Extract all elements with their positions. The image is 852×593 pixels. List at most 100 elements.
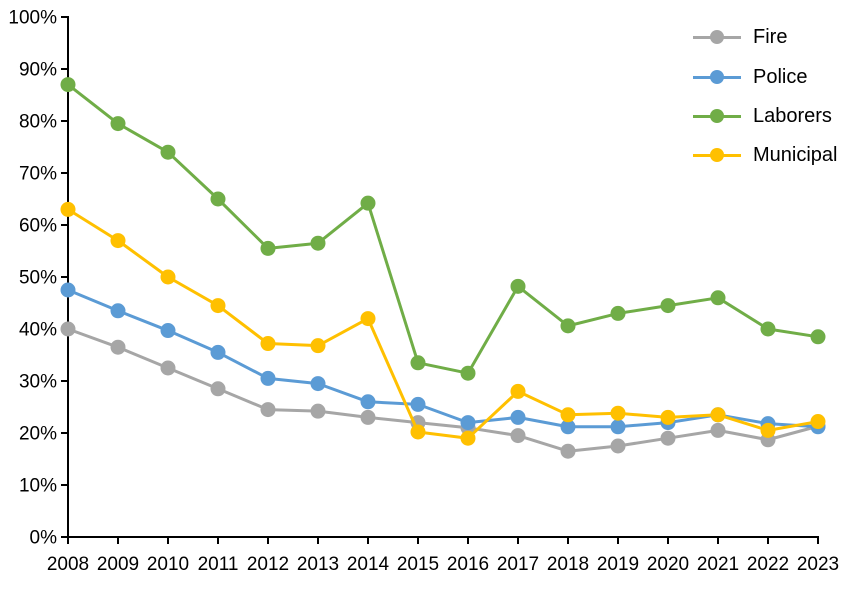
data-point-laborers-2012: [260, 240, 276, 256]
legend-marker-municipal-icon: [693, 143, 741, 167]
data-point-police-2011: [210, 344, 226, 360]
data-point-laborers-2013: [310, 235, 326, 251]
x-tick-label: 2016: [447, 554, 489, 575]
data-point-municipal-2010: [160, 269, 176, 285]
data-point-laborers-2010: [160, 144, 176, 160]
series-line-laborers: [66, 83, 820, 375]
x-tick-label: 2018: [547, 554, 589, 575]
data-point-municipal-2012: [260, 336, 276, 352]
x-tick-label: 2009: [97, 554, 139, 575]
data-point-laborers-2021: [710, 290, 726, 306]
legend-marker-fire-icon: [693, 25, 741, 49]
legend-marker-laborers-icon: [693, 104, 741, 128]
data-point-municipal-2023: [810, 414, 826, 430]
data-point-municipal-2022: [760, 422, 776, 438]
data-point-municipal-2008: [60, 201, 76, 217]
data-point-police-2014: [360, 394, 376, 410]
data-point-municipal-2013: [310, 338, 326, 354]
series-line-police: [66, 288, 820, 429]
data-point-municipal-2011: [210, 298, 226, 314]
data-point-police-2010: [160, 323, 176, 339]
legend-item-laborers: Laborers: [693, 104, 832, 128]
y-tick-label: 100%: [8, 8, 57, 29]
data-point-police-2017: [510, 409, 526, 425]
data-point-laborers-2019: [610, 305, 626, 321]
y-tick-label: 30%: [19, 372, 57, 393]
data-point-municipal-2014: [360, 311, 376, 327]
data-point-fire-2014: [360, 409, 376, 425]
data-point-police-2016: [460, 415, 476, 431]
data-point-fire-2010: [160, 360, 176, 376]
legend-dot-icon: [710, 109, 724, 123]
x-tick-label: 2022: [747, 554, 789, 575]
y-tick-label: 50%: [19, 268, 57, 289]
data-point-police-2019: [610, 419, 626, 435]
series-line-municipal: [66, 207, 820, 440]
data-point-municipal-2015: [410, 424, 426, 440]
data-point-fire-2011: [210, 381, 226, 397]
data-point-fire-2008: [60, 321, 76, 337]
data-point-police-2018: [560, 419, 576, 435]
data-point-laborers-2008: [60, 77, 76, 93]
y-tick-label: 0%: [30, 528, 58, 549]
legend-label: Laborers: [753, 105, 832, 127]
x-tick-label: 2012: [247, 554, 289, 575]
data-point-laborers-2014: [360, 195, 376, 211]
data-point-police-2015: [410, 396, 426, 412]
data-point-laborers-2020: [660, 298, 676, 314]
y-tick-label: 90%: [19, 60, 57, 81]
x-tick-label: 2023: [797, 554, 839, 575]
y-tick-label: 80%: [19, 112, 57, 133]
data-point-fire-2017: [510, 428, 526, 444]
data-point-laborers-2016: [460, 365, 476, 381]
data-point-municipal-2016: [460, 430, 476, 446]
data-point-municipal-2017: [510, 383, 526, 399]
legend-dot-icon: [710, 148, 724, 162]
data-point-fire-2020: [660, 430, 676, 446]
data-point-fire-2018: [560, 443, 576, 459]
data-point-municipal-2021: [710, 407, 726, 423]
x-tick-label: 2017: [497, 554, 539, 575]
data-point-laborers-2023: [810, 329, 826, 345]
data-point-fire-2012: [260, 402, 276, 418]
legend-dot-icon: [710, 70, 724, 84]
y-tick-label: 60%: [19, 216, 57, 237]
x-tick-label: 2020: [647, 554, 689, 575]
y-tick-label: 40%: [19, 320, 57, 341]
data-point-fire-2013: [310, 403, 326, 419]
y-tick-label: 20%: [19, 424, 57, 445]
data-point-laborers-2015: [410, 355, 426, 371]
legend-marker-police-icon: [693, 65, 741, 89]
legend-label: Municipal: [753, 144, 838, 166]
x-tick-label: 2014: [347, 554, 390, 575]
data-point-laborers-2009: [110, 116, 126, 132]
series-line-fire: [66, 327, 820, 453]
data-point-police-2009: [110, 303, 126, 319]
x-tick-label: 2013: [297, 554, 339, 575]
data-point-municipal-2009: [110, 233, 126, 249]
legend-item-municipal: Municipal: [693, 143, 837, 167]
data-point-municipal-2018: [560, 407, 576, 423]
data-point-fire-2021: [710, 422, 726, 438]
data-point-laborers-2018: [560, 318, 576, 334]
data-point-police-2008: [60, 282, 76, 298]
legend-dot-icon: [710, 30, 724, 44]
data-point-laborers-2022: [760, 321, 776, 337]
y-tick-label: 10%: [19, 476, 57, 497]
x-tick-label: 2011: [198, 554, 239, 575]
x-tick-label: 2015: [397, 554, 439, 575]
data-point-laborers-2017: [510, 278, 526, 294]
x-tick-label: 2021: [697, 554, 739, 575]
x-tick-label: 2019: [597, 554, 639, 575]
data-point-fire-2009: [110, 339, 126, 355]
legend-label: Police: [753, 66, 808, 88]
legend-item-police: Police: [693, 65, 807, 89]
legend-label: Fire: [753, 26, 788, 48]
data-point-police-2012: [260, 370, 276, 386]
data-point-fire-2019: [610, 438, 626, 454]
data-point-laborers-2011: [210, 191, 226, 207]
data-point-police-2013: [310, 376, 326, 392]
x-tick-label: 2010: [147, 554, 189, 575]
